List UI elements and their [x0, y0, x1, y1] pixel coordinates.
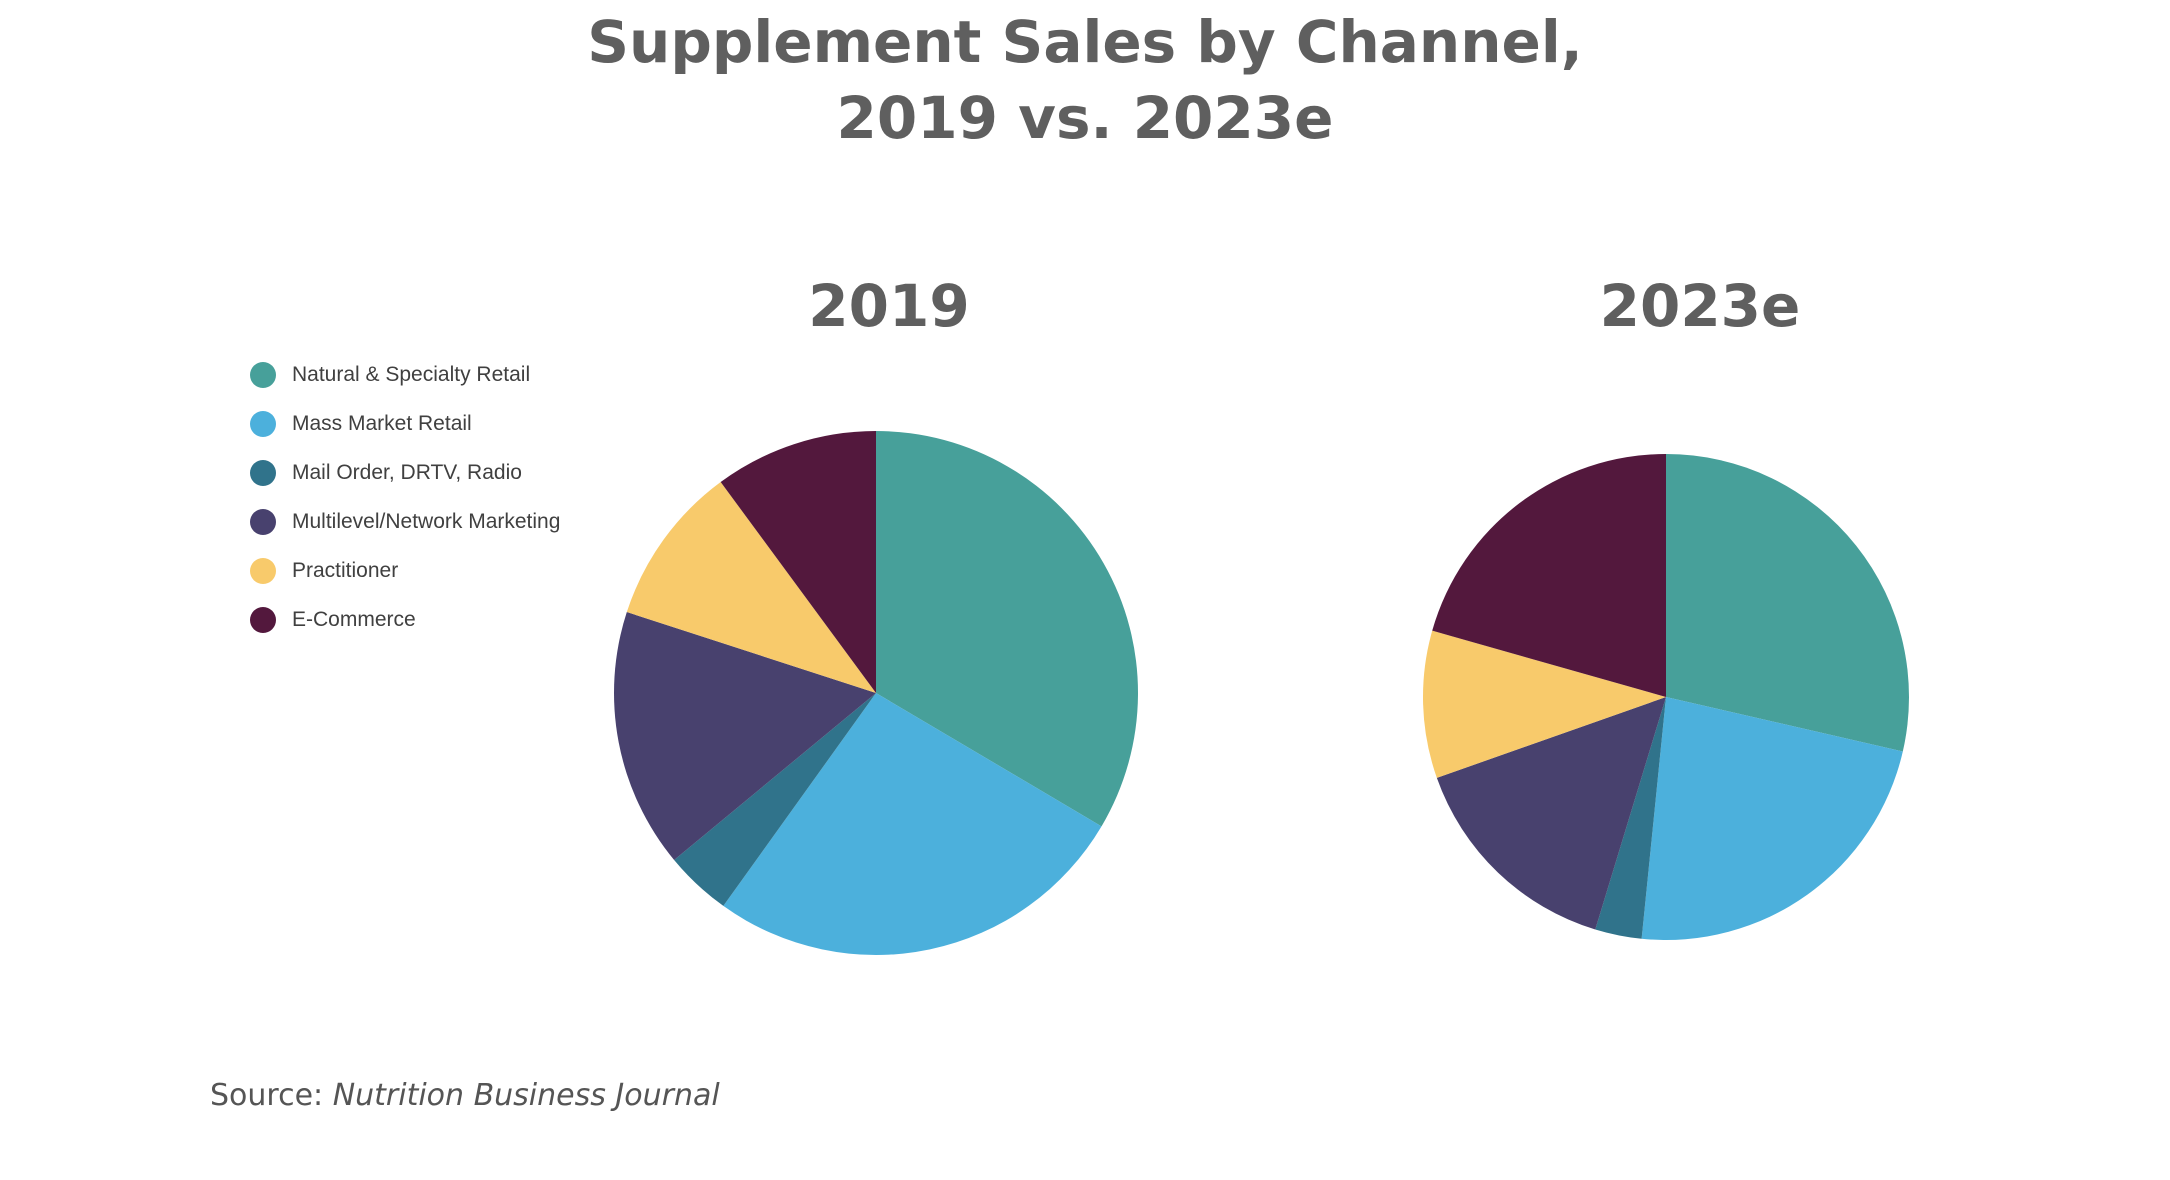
legend-item: Mass Market Retail [250, 399, 560, 448]
legend-label: Mail Order, DRTV, Radio [292, 460, 522, 484]
pie-slice-e-commerce [1432, 454, 1666, 697]
legend-item: Natural & Specialty Retail [250, 350, 560, 399]
source-note: Source: Nutrition Business Journal [210, 1078, 720, 1113]
pie-slice-natural-specialty-retail [876, 431, 1138, 827]
legend-item: Mail Order, DRTV, Radio [250, 448, 560, 497]
legend-swatch [250, 361, 276, 388]
pie-slice-multilevel-network-marketing [614, 612, 876, 861]
legend-label: Mass Market Retail [292, 411, 472, 435]
source-name: Nutrition Business Journal [332, 1078, 720, 1113]
pie-title-2019: 2019 [808, 272, 970, 340]
legend-item: Practitioner [250, 546, 560, 595]
legend-swatch [250, 606, 276, 633]
pie-2019 [614, 431, 1138, 956]
pie-slice-mass-market-retail [1641, 697, 1903, 940]
legend-label: E-Commerce [292, 607, 416, 631]
legend-label: Natural & Specialty Retail [292, 362, 531, 386]
legend-label: Multilevel/Network Marketing [292, 509, 561, 533]
legend-item: E-Commerce [250, 595, 560, 644]
legend-label: Practitioner [292, 558, 399, 582]
pie-slice-mass-market-retail [723, 693, 1102, 956]
chart-title: Supplement Sales by Channel, 2019 vs. 20… [0, 4, 2170, 156]
pie-title-2023e: 2023e [1599, 272, 1801, 340]
legend-item: Multilevel/Network Marketing [250, 497, 560, 546]
legend: Natural & Specialty Retail Mass Market R… [250, 350, 560, 644]
source-prefix: Source: [210, 1078, 333, 1113]
legend-swatch [250, 557, 276, 584]
legend-swatch [250, 508, 276, 535]
pie-slice-e-commerce [720, 431, 876, 693]
pie-2023e [1422, 454, 1909, 940]
pie-slice-natural-specialty-retail [1666, 454, 1909, 752]
legend-swatch [250, 410, 276, 437]
pie-slice-practitioner [1422, 630, 1666, 778]
pie-slice-practitioner [626, 482, 876, 693]
pie-slice-mail-order-drtv-radio [1595, 697, 1666, 939]
chart-title-line1: Supplement Sales by Channel, [587, 8, 1583, 76]
pie-slice-multilevel-network-marketing [1436, 697, 1666, 930]
chart-title-line2: 2019 vs. 2023e [836, 84, 1334, 152]
legend-swatch [250, 459, 276, 486]
pie-slice-mail-order-drtv-radio [674, 693, 876, 906]
